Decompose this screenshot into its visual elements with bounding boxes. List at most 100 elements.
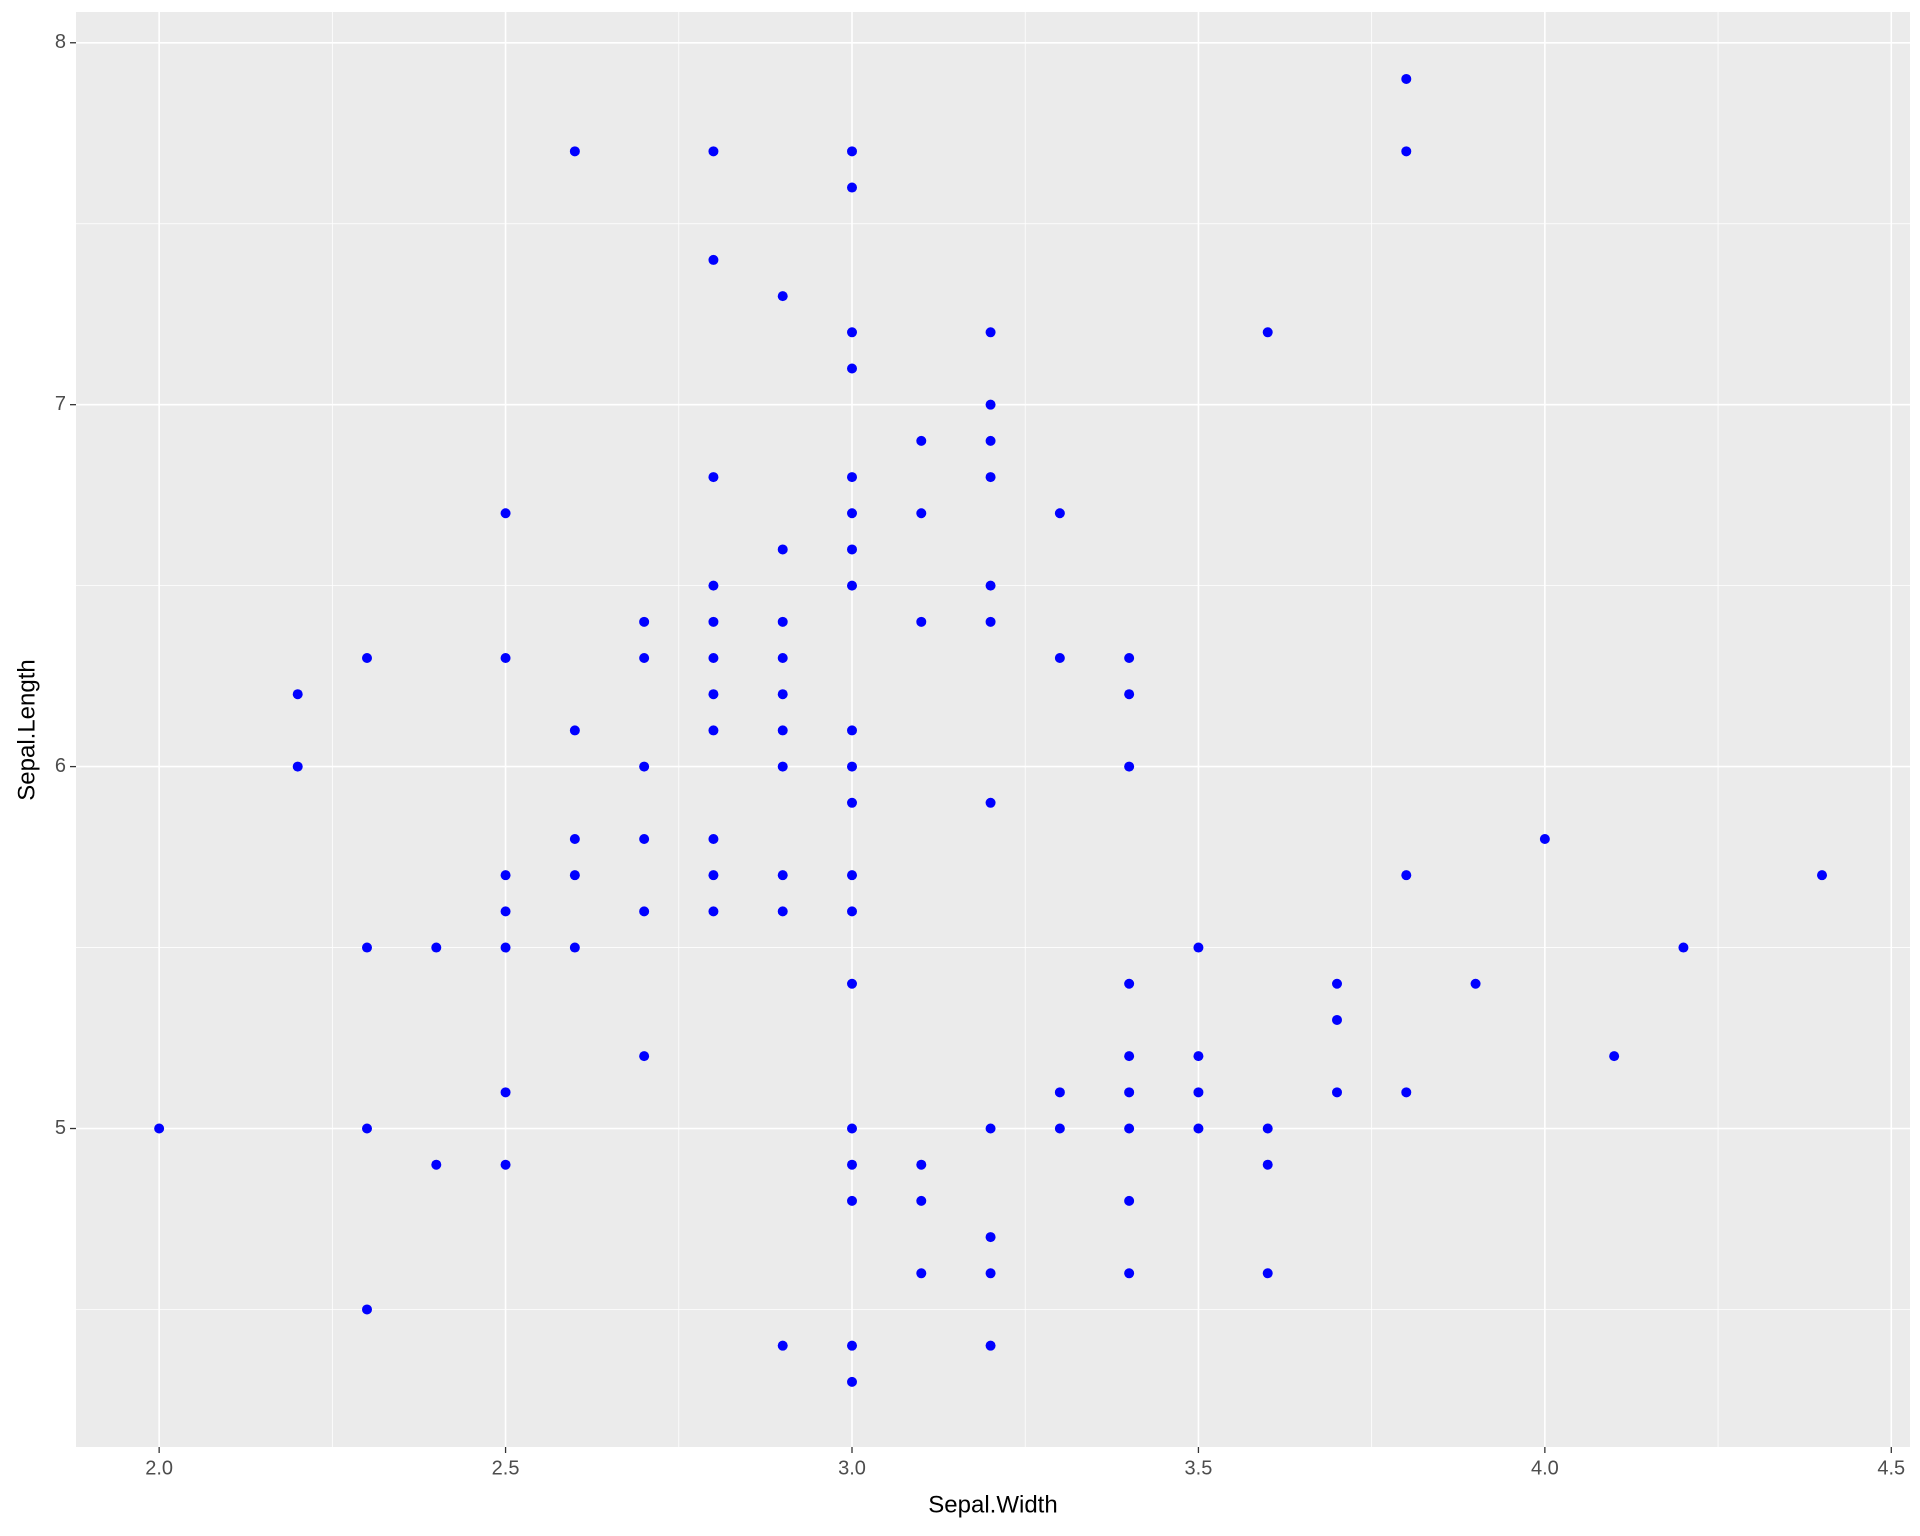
point (777, 1340, 788, 1351)
point (1332, 978, 1343, 989)
point (985, 797, 996, 808)
point (777, 725, 788, 736)
point (1193, 942, 1204, 953)
x-axis-title: Sepal.Width (928, 1491, 1057, 1518)
point (1193, 1123, 1204, 1134)
x-tick-label: 3.5 (1185, 1457, 1213, 1479)
point (1401, 870, 1412, 881)
point (708, 653, 719, 664)
point (500, 906, 511, 917)
point (847, 1340, 858, 1351)
point (985, 1123, 996, 1134)
point (985, 616, 996, 627)
point (1054, 653, 1065, 664)
point (1124, 1051, 1135, 1062)
point (1470, 978, 1481, 989)
point (569, 146, 580, 157)
point (847, 1195, 858, 1206)
point (500, 942, 511, 953)
point (985, 327, 996, 338)
point (1124, 1268, 1135, 1279)
point (362, 1123, 373, 1134)
point (708, 616, 719, 627)
point (916, 1159, 927, 1170)
point (777, 761, 788, 772)
point (916, 616, 927, 627)
point (708, 725, 719, 736)
point (1054, 1087, 1065, 1098)
point (777, 616, 788, 627)
point (777, 653, 788, 664)
point (569, 833, 580, 844)
point (639, 1051, 650, 1062)
point (847, 363, 858, 374)
point (1678, 942, 1689, 953)
point (1262, 327, 1273, 338)
y-axis-title: Sepal.Length (13, 659, 40, 800)
point (847, 580, 858, 591)
point (1124, 1195, 1135, 1206)
point (639, 833, 650, 844)
point (500, 508, 511, 519)
point (985, 580, 996, 591)
point (154, 1123, 165, 1134)
point (1193, 1087, 1204, 1098)
x-tick-label: 2.5 (492, 1457, 520, 1479)
point (1332, 1014, 1343, 1025)
panel (76, 12, 1910, 1447)
point (916, 435, 927, 446)
point (1124, 1087, 1135, 1098)
point (985, 435, 996, 446)
point (639, 616, 650, 627)
point (1262, 1123, 1273, 1134)
point (708, 254, 719, 265)
y-tick-label: 6 (55, 755, 66, 777)
point (500, 1087, 511, 1098)
point (916, 1195, 927, 1206)
x-tick-label: 2.0 (145, 1457, 173, 1479)
point (1262, 1159, 1273, 1170)
point (1262, 1268, 1273, 1279)
point (639, 906, 650, 917)
point (1539, 833, 1550, 844)
point (847, 327, 858, 338)
point (431, 1159, 442, 1170)
point (292, 689, 303, 700)
point (847, 761, 858, 772)
point (708, 472, 719, 483)
point (847, 906, 858, 917)
point (1124, 1123, 1135, 1134)
point (639, 653, 650, 664)
point (1609, 1051, 1620, 1062)
point (500, 1159, 511, 1170)
y-tick-label: 7 (55, 393, 66, 415)
y-tick-label: 5 (55, 1117, 66, 1139)
point (777, 544, 788, 555)
point (847, 1123, 858, 1134)
point (847, 544, 858, 555)
point (1401, 146, 1412, 157)
x-tick-label: 4.5 (1877, 1457, 1905, 1479)
point (847, 1376, 858, 1387)
y-tick-label: 8 (55, 31, 66, 53)
point (639, 761, 650, 772)
point (500, 870, 511, 881)
point (777, 906, 788, 917)
point (1817, 870, 1828, 881)
point (708, 580, 719, 591)
point (1054, 508, 1065, 519)
point (1332, 1087, 1343, 1098)
point (708, 870, 719, 881)
point (708, 146, 719, 157)
point (569, 725, 580, 736)
point (362, 942, 373, 953)
point (847, 472, 858, 483)
point (847, 725, 858, 736)
point (1054, 1123, 1065, 1134)
point (1193, 1051, 1204, 1062)
point (708, 833, 719, 844)
point (777, 689, 788, 700)
point (847, 508, 858, 519)
point (777, 870, 788, 881)
